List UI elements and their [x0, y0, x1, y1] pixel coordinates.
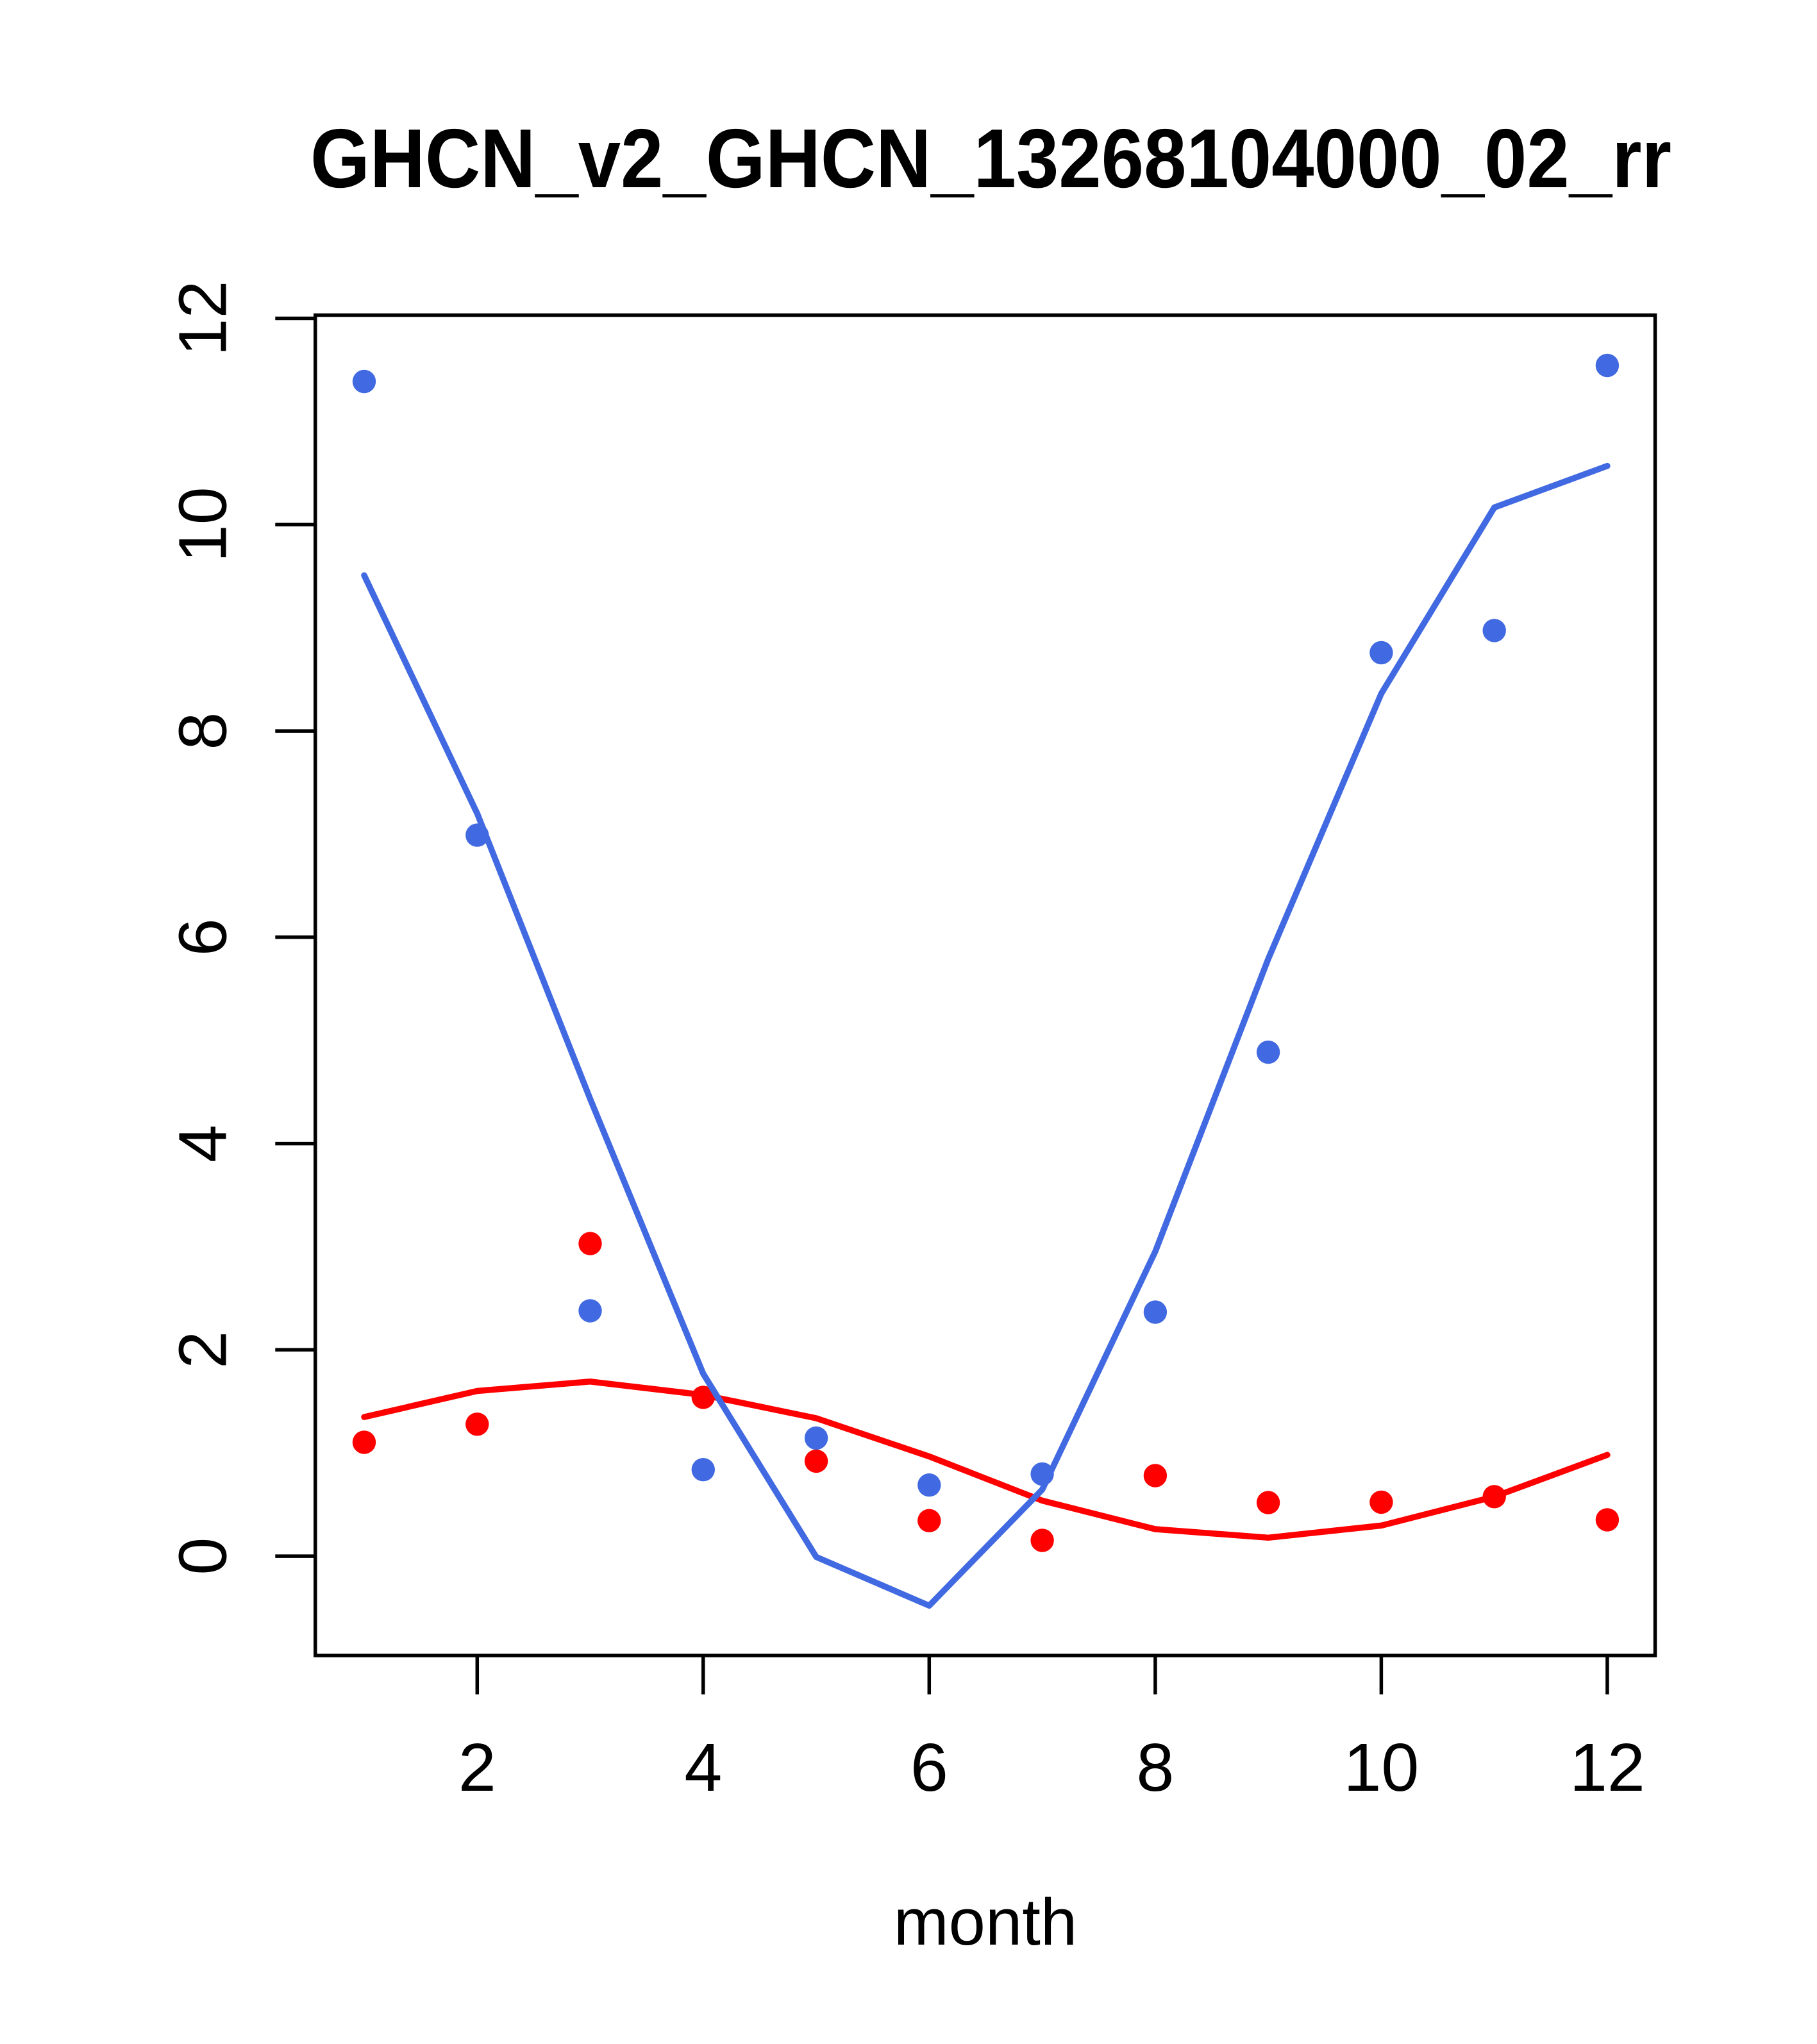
svg-text:GHCN_v2_GHCN_13268104000_02_rr: GHCN_v2_GHCN_13268104000_02_rr [310, 112, 1671, 205]
svg-text:4: 4 [165, 1125, 241, 1162]
svg-text:month: month [894, 1885, 1077, 1959]
svg-text:6: 6 [165, 918, 241, 956]
svg-text:2: 2 [165, 1331, 241, 1369]
svg-text:8: 8 [1136, 1730, 1174, 1805]
svg-text:4: 4 [684, 1730, 722, 1805]
svg-text:0: 0 [165, 1537, 241, 1575]
svg-text:12: 12 [165, 281, 241, 356]
svg-text:12: 12 [1570, 1730, 1645, 1805]
svg-text:10: 10 [165, 487, 241, 562]
svg-text:10: 10 [1343, 1730, 1419, 1805]
svg-text:8: 8 [165, 712, 241, 750]
svg-text:2: 2 [458, 1730, 496, 1805]
svg-text:6: 6 [910, 1730, 948, 1805]
